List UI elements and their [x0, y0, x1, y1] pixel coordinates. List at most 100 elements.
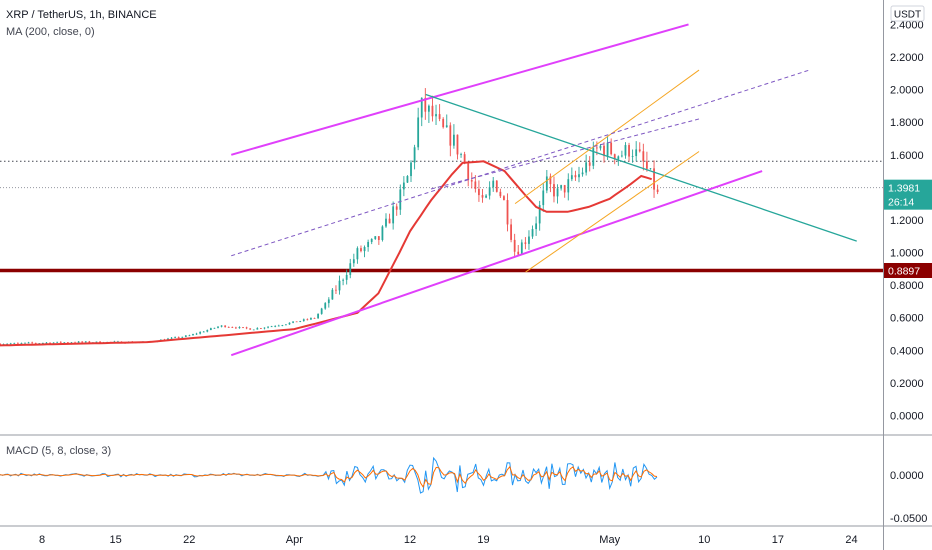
candle-body: [95, 341, 98, 343]
candle-body: [495, 180, 498, 192]
candle-body: [34, 342, 37, 344]
candle-body: [488, 187, 491, 196]
candle-body: [395, 206, 398, 210]
candle-body: [620, 155, 623, 157]
candle-body: [227, 327, 230, 328]
candle-body: [67, 342, 69, 344]
candle-body: [0, 343, 1, 345]
candle-body: [424, 97, 427, 112]
macd-tick-label: 0.0000: [890, 470, 924, 482]
price-tick-label: 2.4000: [890, 19, 924, 31]
ma200-line[interactable]: [0, 160, 652, 347]
candle-body: [635, 149, 638, 157]
candle-body: [263, 327, 266, 329]
candle-body: [392, 206, 395, 224]
support-price-tag-bg: [884, 262, 932, 278]
countdown-tag: 26:14: [888, 197, 914, 209]
candle-body: [209, 328, 212, 331]
macd-pane[interactable]: [0, 436, 883, 526]
orange-channel-upper[interactable]: [514, 69, 700, 205]
candle-body: [306, 319, 309, 321]
candle-body: [213, 327, 216, 329]
candle-body: [402, 182, 405, 190]
candle-body: [517, 251, 520, 255]
candle-body: [603, 145, 605, 156]
candle-body: [420, 97, 423, 118]
candle-body: [274, 326, 277, 327]
candle-body: [599, 145, 602, 149]
dashed-trendline-1[interactable]: [231, 69, 810, 257]
signal-line[interactable]: [0, 465, 658, 489]
candle-body: [13, 342, 16, 344]
descending-trendline[interactable]: [425, 93, 857, 242]
orange-channel-lower[interactable]: [525, 151, 700, 273]
channel-lower-line[interactable]: [230, 170, 763, 357]
candle-body: [588, 162, 591, 166]
candle-body: [613, 154, 616, 160]
candle-body: [617, 156, 620, 160]
macd-axis[interactable]: 0.0000 -0.0500: [890, 470, 927, 525]
candle-body: [545, 176, 548, 191]
candle-body: [181, 336, 184, 338]
candle-body: [410, 162, 412, 177]
candle-body: [356, 248, 359, 260]
price-axis[interactable]: 2.40002.20002.00001.80001.60001.40001.20…: [890, 19, 924, 422]
candle-body: [45, 342, 48, 344]
candle-body: [349, 263, 352, 275]
candle-body: [24, 342, 26, 344]
candle-body: [99, 341, 101, 343]
symbol-title: XRP / TetherUS, 1h, BINANCE: [6, 9, 157, 21]
candle-body: [528, 236, 530, 244]
macd-indicator-label[interactable]: MACD (5, 8, close, 3): [6, 445, 111, 457]
candle-body: [499, 191, 502, 197]
candle-body: [406, 176, 409, 183]
currency-badge[interactable]: [890, 5, 925, 22]
candle-body: [381, 226, 384, 240]
time-tick-label: 17: [772, 534, 784, 546]
ma-indicator-label[interactable]: MA (200, close, 0): [6, 26, 95, 38]
candle-body: [302, 319, 305, 321]
price-tick-label: 2.0000: [890, 85, 924, 97]
candle-body: [399, 189, 402, 210]
candle-body: [281, 325, 284, 326]
time-tick-label: 15: [110, 534, 122, 546]
candle-body: [538, 205, 541, 224]
candle-body: [270, 326, 273, 328]
candle-body: [467, 163, 470, 181]
candle-body: [184, 335, 187, 337]
support-price-tag: 0.8897: [888, 265, 920, 277]
candle-body: [345, 274, 348, 280]
candle-body: [360, 248, 362, 252]
candle-body: [656, 189, 659, 192]
candle-body: [474, 181, 477, 189]
channel-upper-line[interactable]: [230, 23, 689, 156]
candle-body: [478, 188, 480, 196]
candle-body: [245, 327, 248, 329]
candle-body: [370, 238, 373, 242]
candle-body: [374, 236, 377, 239]
candle-body: [585, 162, 588, 173]
time-axis[interactable]: 8 15 22 Apr 12 19 May 10 17 24: [39, 534, 858, 546]
candle-body: [606, 142, 609, 156]
price-tick-label: 2.2000: [890, 52, 924, 64]
candle-body: [435, 114, 437, 117]
candle-body: [234, 327, 237, 329]
candle-body: [513, 239, 516, 252]
candle-body: [610, 142, 613, 155]
candle-body: [331, 289, 334, 300]
candle-body: [313, 318, 316, 319]
candle-body: [231, 327, 234, 328]
candle-body: [363, 247, 366, 252]
candle-series: [0, 88, 659, 346]
candle-body: [327, 299, 330, 304]
candle-body: [646, 161, 648, 169]
time-tick-label: 12: [404, 534, 416, 546]
candle-body: [574, 175, 577, 178]
candle-body: [202, 331, 205, 333]
candle-body: [413, 147, 416, 163]
candle-body: [310, 318, 312, 320]
candle-body: [442, 118, 445, 128]
candle-body: [485, 195, 487, 198]
price-pane[interactable]: [0, 0, 883, 435]
